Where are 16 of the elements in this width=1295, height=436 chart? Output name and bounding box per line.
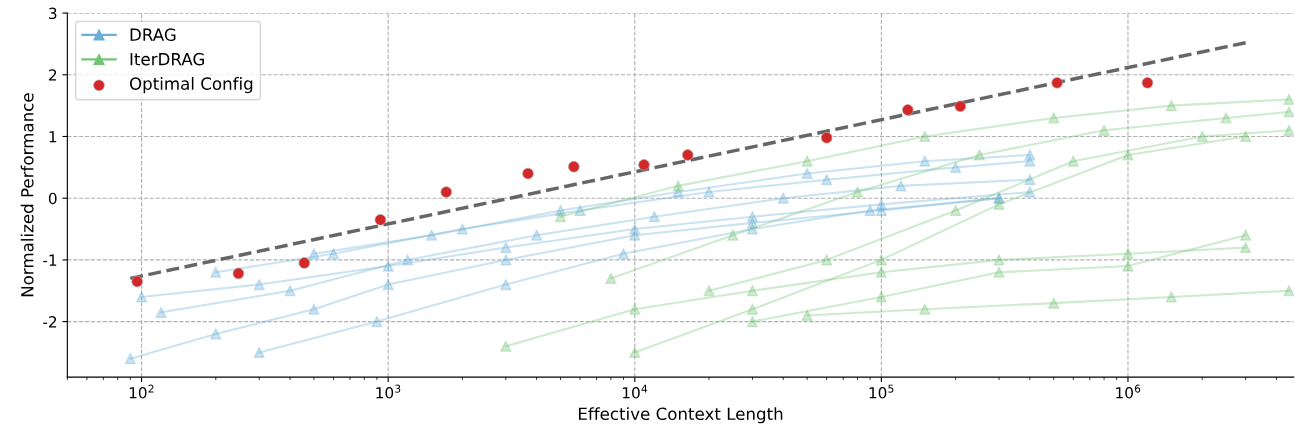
- y-axis-title: Normalized Performance: [20, 93, 34, 297]
- y-tick-label: -2: [43, 316, 57, 328]
- y-tick-label: -1: [43, 254, 57, 266]
- y-tick-label: 3: [49, 7, 57, 20]
- y-tick-label: 2: [49, 69, 57, 81]
- x-tick-label: 10$^{6}$: [1116, 384, 1141, 399]
- x-tick-label: 10$^{2}$: [129, 384, 154, 399]
- y-tick-label: 1: [49, 131, 57, 143]
- y-tick-label: 0: [48, 192, 57, 205]
- x-tick-label: 10$^{4}$: [623, 384, 648, 399]
- legend-label: Optimal Config: [129, 77, 253, 94]
- x-axis-title: Effective Context Length: [578, 407, 783, 424]
- x-tick-label: 10$^{5}$: [869, 384, 894, 399]
- legend-label: DRAG: [130, 28, 176, 41]
- legend-label: IterDRAG: [130, 52, 204, 66]
- x-tick-label: 10$^{3}$: [376, 384, 401, 399]
